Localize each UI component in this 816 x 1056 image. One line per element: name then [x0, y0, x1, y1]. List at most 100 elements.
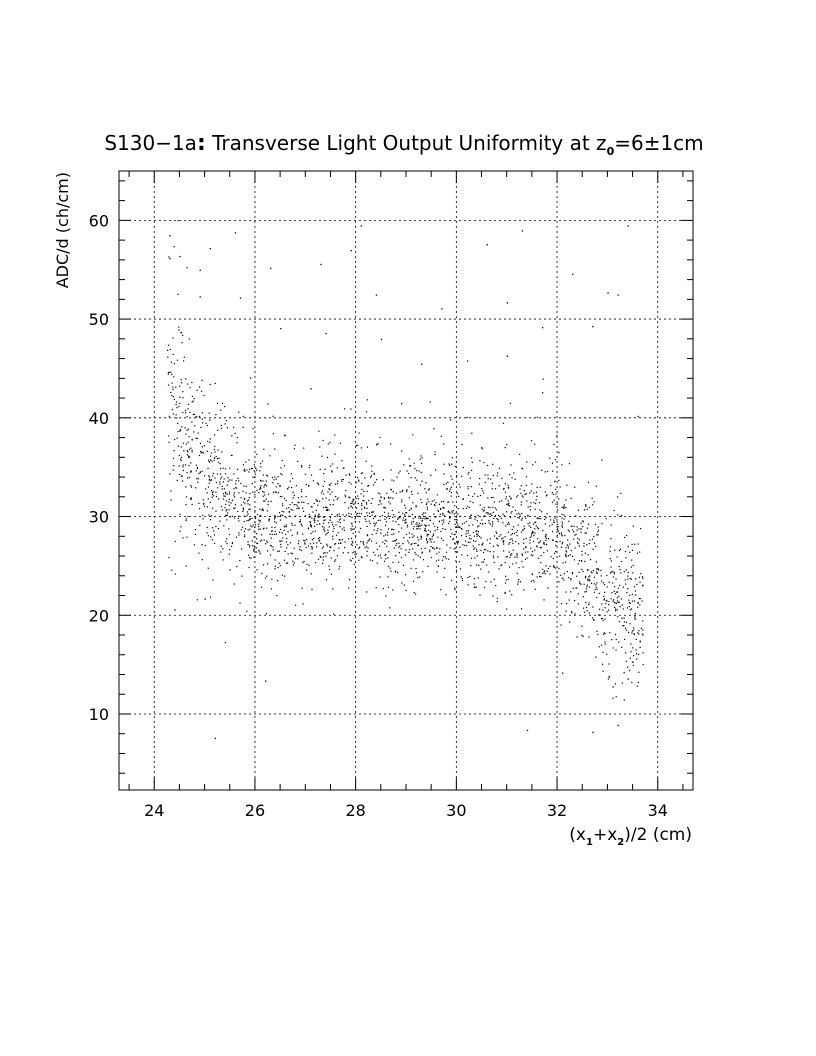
data-point [291, 553, 294, 555]
data-point [630, 651, 632, 653]
data-point [313, 502, 315, 505]
data-point [638, 633, 640, 635]
data-point [440, 589, 442, 591]
data-point [305, 546, 307, 549]
data-point [618, 565, 620, 568]
data-point [543, 571, 545, 573]
data-point [585, 606, 588, 609]
data-point [427, 517, 429, 519]
data-point [284, 526, 286, 528]
data-point [561, 577, 563, 579]
data-point [373, 522, 375, 524]
data-point [309, 464, 311, 466]
data-point [508, 505, 511, 507]
data-point [281, 540, 283, 542]
data-point [569, 554, 571, 556]
data-point [173, 363, 175, 365]
data-point [371, 497, 373, 500]
data-point [402, 517, 404, 519]
data-point [565, 591, 567, 593]
data-point [180, 475, 182, 477]
data-point [625, 569, 628, 571]
data-point [349, 559, 351, 561]
data-point [479, 477, 481, 480]
data-point [339, 521, 341, 524]
data-point [377, 443, 379, 445]
data-point [220, 551, 222, 553]
data-point-outlier [199, 296, 201, 298]
data-point [303, 510, 305, 512]
data-point [281, 474, 283, 476]
data-point [348, 515, 350, 517]
data-point [366, 515, 369, 517]
data-point [304, 540, 306, 542]
data-point [425, 530, 427, 532]
data-point [449, 517, 451, 519]
data-point [505, 496, 507, 498]
data-point [170, 499, 172, 501]
data-point [226, 484, 228, 486]
data-point [173, 398, 175, 401]
data-point [592, 548, 594, 550]
data-point [530, 526, 532, 528]
data-point [190, 484, 192, 487]
data-point [263, 486, 265, 488]
data-point [561, 513, 563, 515]
data-point [532, 523, 534, 525]
data-point [259, 540, 261, 542]
data-point [592, 570, 594, 572]
data-point [296, 531, 299, 534]
data-point [235, 480, 237, 482]
data-point [348, 538, 350, 540]
data-point [626, 592, 628, 594]
data-point [208, 461, 210, 463]
data-point [182, 464, 184, 466]
data-point [424, 512, 426, 514]
data-point [209, 596, 212, 598]
data-point [186, 450, 188, 452]
data-point [178, 329, 180, 331]
data-point [554, 480, 556, 482]
data-point [563, 504, 565, 506]
data-point [334, 559, 337, 561]
data-point [392, 561, 394, 563]
data-point [417, 527, 419, 530]
data-point [538, 542, 540, 544]
data-point [313, 542, 315, 544]
data-point [573, 599, 576, 602]
data-point [172, 396, 174, 398]
data-point [471, 461, 473, 463]
data-point [271, 476, 274, 479]
data-point [280, 543, 282, 546]
data-point [195, 437, 197, 439]
data-point [178, 454, 180, 457]
data-point [187, 515, 189, 518]
data-point [312, 511, 314, 513]
data-point [168, 371, 170, 373]
data-point [208, 482, 210, 484]
data-point [497, 545, 499, 547]
data-point [537, 517, 539, 519]
data-point [586, 508, 588, 510]
data-point [169, 348, 171, 351]
data-point [265, 498, 267, 500]
data-point [477, 526, 479, 528]
data-point [617, 601, 619, 603]
data-point [485, 580, 487, 583]
data-point [172, 413, 174, 415]
data-point [185, 565, 187, 567]
data-point [449, 536, 452, 538]
data-point [226, 427, 229, 429]
data-point [329, 519, 331, 521]
data-point [450, 579, 453, 582]
data-point-outlier [209, 248, 211, 250]
data-point [187, 383, 189, 385]
data-point [523, 542, 525, 544]
data-point [251, 482, 253, 485]
data-point [429, 519, 432, 522]
data-point [298, 502, 300, 504]
data-point [236, 436, 239, 439]
data-point [366, 446, 369, 448]
data-point [426, 535, 428, 537]
data-point [613, 573, 615, 575]
